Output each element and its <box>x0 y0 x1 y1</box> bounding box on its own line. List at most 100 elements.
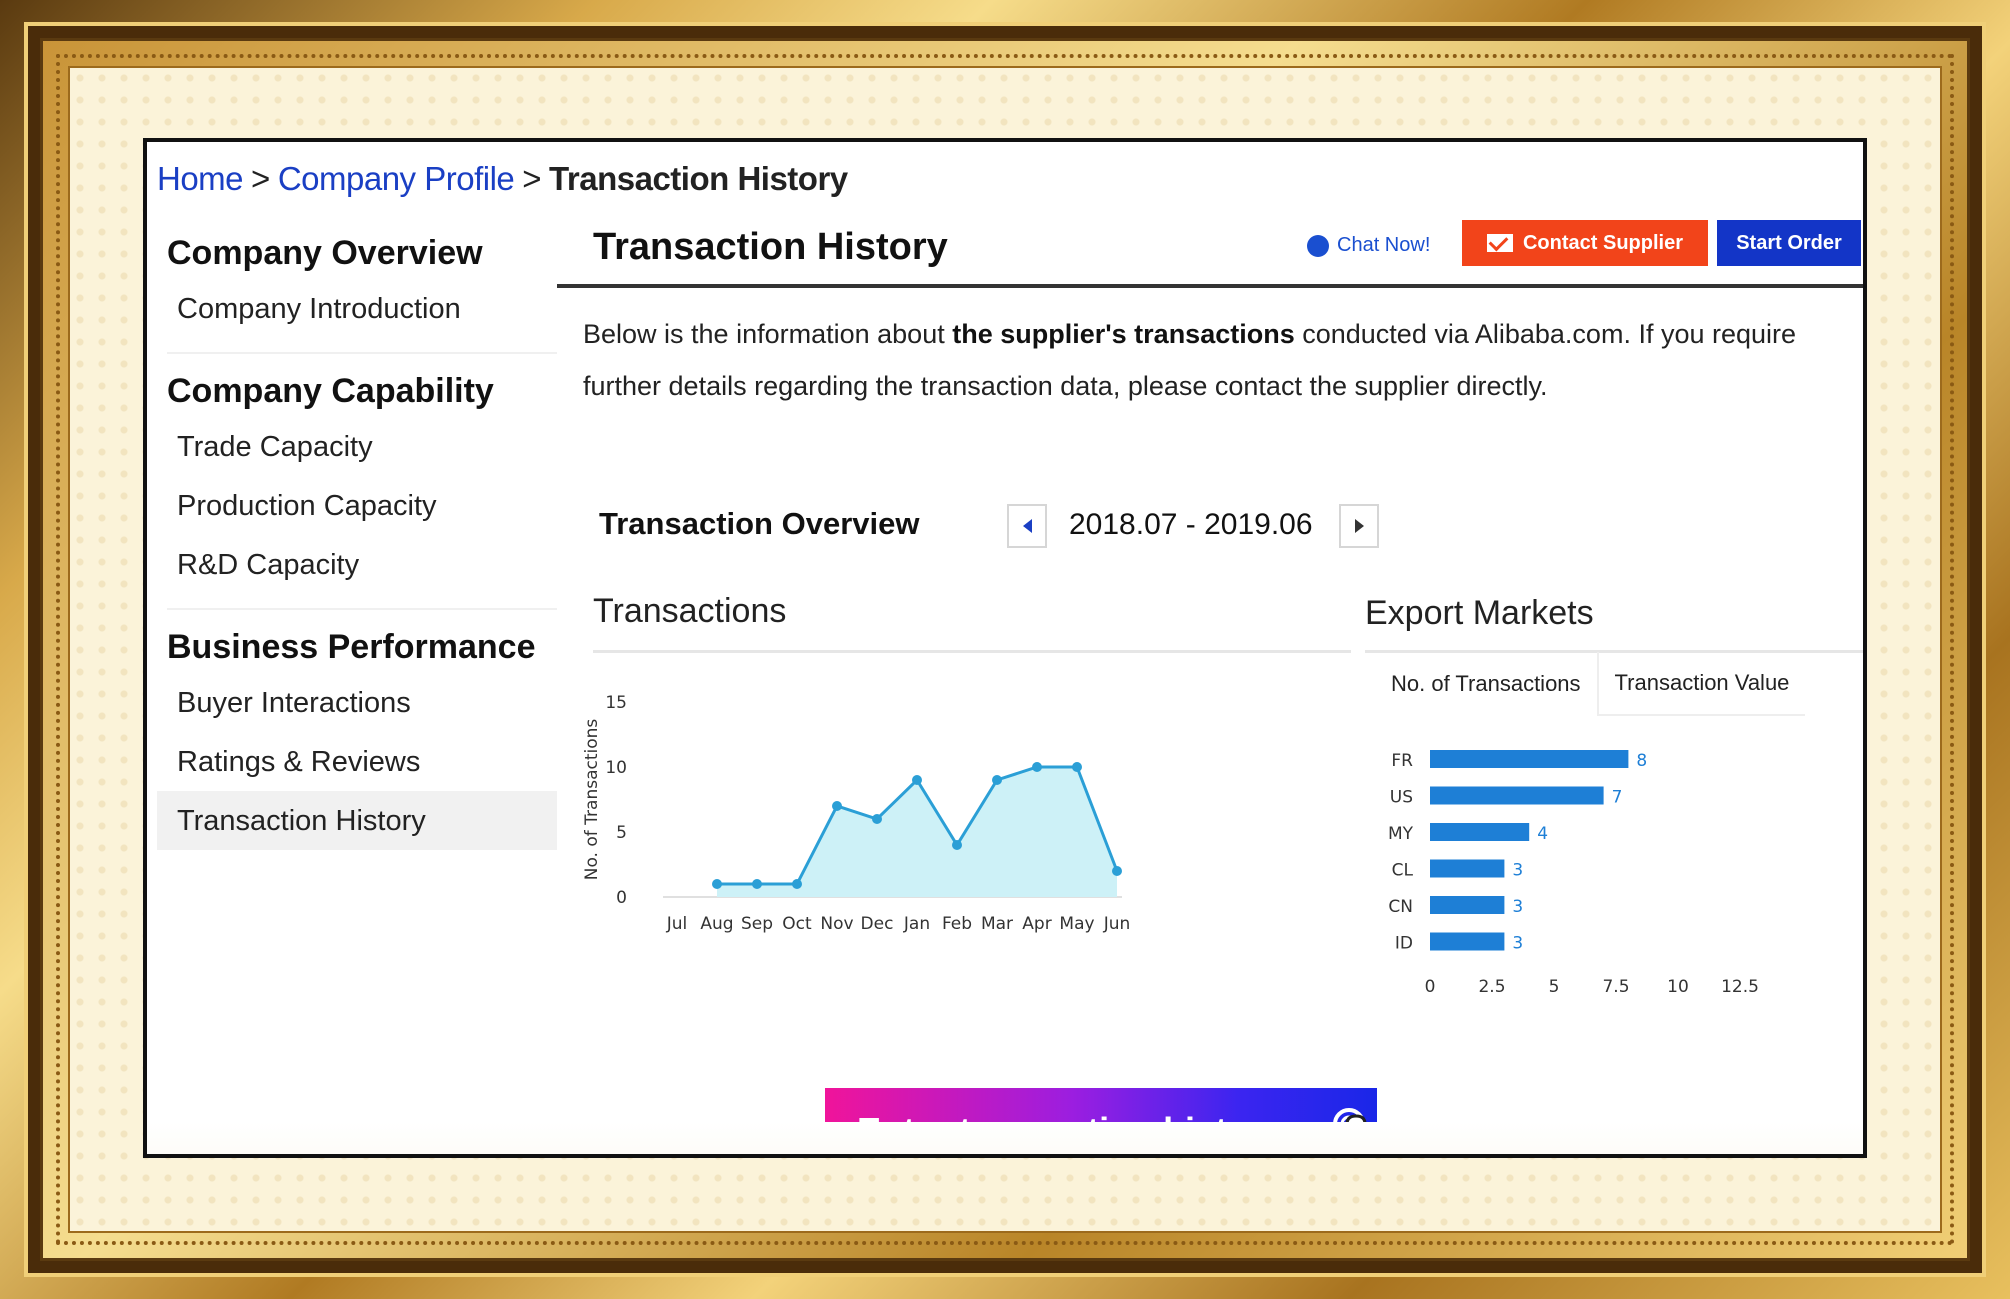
x-tick-label: Oct <box>782 914 812 934</box>
series-area <box>717 767 1117 897</box>
x-tick-label: Feb <box>942 914 972 934</box>
breadcrumb-separator: > <box>522 160 542 197</box>
chevron-right-icon <box>1354 519 1364 533</box>
x-tick-label: Apr <box>1022 914 1051 934</box>
data-point <box>992 775 1002 785</box>
data-point <box>752 879 762 889</box>
transactions-chart: 0 5 10 15 No. of Transactions Jul Aug Sep Oct Nov… <box>577 672 1357 972</box>
sidebar-item-buyer-interactions[interactable]: Buyer Interactions <box>177 687 411 719</box>
bar <box>1430 859 1505 878</box>
tab-no-of-transactions[interactable]: No. of Transactions <box>1391 671 1581 696</box>
sidebar-item-trade-capacity[interactable]: Trade Capacity <box>177 431 373 463</box>
breadcrumb-current: Transaction History <box>549 160 848 197</box>
overview-title: Transaction Overview <box>599 506 920 541</box>
chat-now-button[interactable]: Chat Now! <box>1307 234 1430 257</box>
data-point <box>1072 762 1082 772</box>
x-tick-label: 0 <box>1425 977 1436 997</box>
data-point <box>1032 762 1042 772</box>
transactions-section-title: Transactions <box>593 592 787 630</box>
transaction-history-page: Home > Company Profile > Transaction History… <box>143 138 1867 1158</box>
mail-icon <box>1486 234 1513 252</box>
x-tick-label: 12.5 <box>1721 977 1759 997</box>
data-point <box>952 840 962 850</box>
y-axis-label: No. of Transactions <box>582 719 602 881</box>
y-tick-label: 15 <box>605 693 627 713</box>
category-label: CL <box>1392 861 1414 881</box>
export-markets-chart: FR 8 US 7 MY 4 CL 3 CN 3 ID 3 0 2.5 5 7.5 10 12.5 <box>1375 742 1855 1002</box>
data-point <box>912 775 922 785</box>
x-tick-label: Nov <box>820 914 853 934</box>
description-text: conducted via Alibaba.com. If you requir… <box>583 319 1797 401</box>
bar <box>1430 932 1505 951</box>
contact-supplier-label: Contact Supplier <box>1522 231 1683 254</box>
x-tick-label: 5 <box>1549 977 1560 997</box>
data-point <box>712 879 722 889</box>
sidebar-heading[interactable]: Company Overview <box>167 234 483 272</box>
category-label: US <box>1390 788 1413 808</box>
bar <box>1430 750 1629 768</box>
data-label: 3 <box>1512 934 1523 954</box>
x-tick-label: Dec <box>861 914 894 934</box>
sidebar-group-company-overview: Company Overview Company Introduction <box>157 222 557 338</box>
data-label: 4 <box>1537 824 1548 844</box>
bar <box>1430 786 1604 805</box>
next-period-button[interactable] <box>1339 504 1379 548</box>
x-tick-label: Jul <box>666 914 688 934</box>
sidebar-heading[interactable]: Company Capability <box>167 372 494 410</box>
y-tick-label: 0 <box>616 888 627 908</box>
description: Below is the information about the suppl… <box>583 308 1853 412</box>
x-tick-label: Sep <box>741 914 773 934</box>
sidebar-group-business-performance: Business Performance Buyer Interactions … <box>157 616 557 850</box>
sidebar-item-rd-capacity[interactable]: R&D Capacity <box>177 549 360 581</box>
sidebar-item-ratings-reviews[interactable]: Ratings & Reviews <box>177 746 421 778</box>
x-tick-label: Jun <box>1103 914 1131 934</box>
breadcrumb-separator: > <box>251 160 270 197</box>
y-tick-label: 5 <box>616 823 627 843</box>
category-label: FR <box>1391 751 1413 771</box>
x-tick-label: 10 <box>1667 977 1689 997</box>
sidebar-item-company-introduction[interactable]: Company Introduction <box>177 293 461 325</box>
data-label: 8 <box>1636 751 1647 771</box>
y-tick-label: 10 <box>605 758 627 778</box>
description-bold: the supplier's transactions <box>952 319 1295 349</box>
data-label: 3 <box>1512 861 1523 881</box>
export-markets-chart-svg: FR 8 US 7 MY 4 CL 3 CN 3 ID 3 0 2.5 5 7.5 10 12.5 <box>1388 750 1759 997</box>
x-tick-label: May <box>1059 914 1094 934</box>
breadcrumb: Home > Company Profile > Transaction History <box>157 160 848 198</box>
description-text: Below is the information about <box>583 319 953 349</box>
sidebar-item-production-capacity[interactable]: Production Capacity <box>177 490 437 522</box>
breadcrumb-home[interactable]: Home <box>157 160 244 197</box>
sidebar: Company Overview Company Introduction Co… <box>157 222 557 864</box>
sidebar-divider <box>167 608 557 610</box>
sidebar-item-transaction-history[interactable]: Transaction History <box>157 791 557 850</box>
previous-period-button[interactable] <box>1007 504 1047 548</box>
x-tick-label: Jan <box>903 914 930 934</box>
frame-bead <box>56 54 1954 1245</box>
bar <box>1430 896 1505 914</box>
x-tick-label: Aug <box>700 914 733 934</box>
section-divider <box>593 650 1351 653</box>
data-label: 7 <box>1612 788 1623 808</box>
page-title: Transaction History <box>593 226 948 268</box>
breadcrumb-company-profile[interactable]: Company Profile <box>277 160 515 197</box>
date-range: 2018.07 - 2019.06 <box>1069 508 1313 541</box>
chevron-left-icon <box>1022 519 1032 533</box>
sidebar-heading[interactable]: Business Performance <box>167 628 536 666</box>
bar <box>1430 823 1530 841</box>
main-header: Transaction History Chat Now! Contact Su… <box>557 212 1863 288</box>
x-tick-label: Mar <box>981 914 1013 934</box>
overview-row: Transaction Overview 2018.07 - 2019.06 <box>599 502 1499 552</box>
data-point <box>1112 866 1122 876</box>
contact-supplier-button[interactable]: Contact Supplier <box>1462 220 1708 266</box>
export-markets-tabs: No. of Transactions Transaction Value <box>1375 652 1855 716</box>
data-point <box>792 879 802 889</box>
export-markets-section-title: Export Markets <box>1365 594 1594 632</box>
sidebar-divider <box>167 352 557 354</box>
category-label: MY <box>1388 824 1414 844</box>
chat-now-label: Chat Now! <box>1337 234 1431 256</box>
tab-transaction-value[interactable]: Transaction Value <box>1596 652 1806 716</box>
sidebar-group-company-capability: Company Capability Trade Capacity Produc… <box>157 360 557 594</box>
category-label: CN <box>1388 897 1413 917</box>
start-order-button[interactable]: Start Order <box>1717 220 1861 266</box>
